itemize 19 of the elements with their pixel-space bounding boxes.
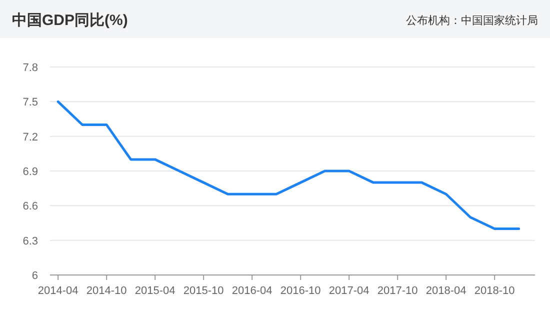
x-tick-label: 2016-04 [232,285,272,297]
y-tick-label: 7.2 [22,131,38,144]
x-tick-label: 2017-04 [328,285,370,297]
y-tick-label: 6.6 [22,200,38,213]
x-tick-label: 2016-10 [280,285,321,297]
chart-title: 中国GDP同比(%) [12,12,128,29]
y-tick-label: 7.5 [22,96,38,109]
x-tick-label: 2015-04 [134,285,176,297]
x-tick-label: 2015-10 [183,285,224,297]
x-tick-label: 2017-10 [377,285,418,297]
text: 公布机构：中国国家统计局 [406,14,538,27]
y-tick-label: 6 [32,270,38,282]
x-tick-label: 2018-04 [426,285,466,297]
y-tick-label: 6.3 [22,235,38,248]
x-tick-label: 2014-04 [38,285,78,297]
y-tick-label: 7.8 [22,62,38,74]
x-tick-label: 2014-10 [86,285,127,297]
x-tick-label: 2018-10 [474,285,515,297]
y-tick-label: 6.9 [22,166,38,178]
